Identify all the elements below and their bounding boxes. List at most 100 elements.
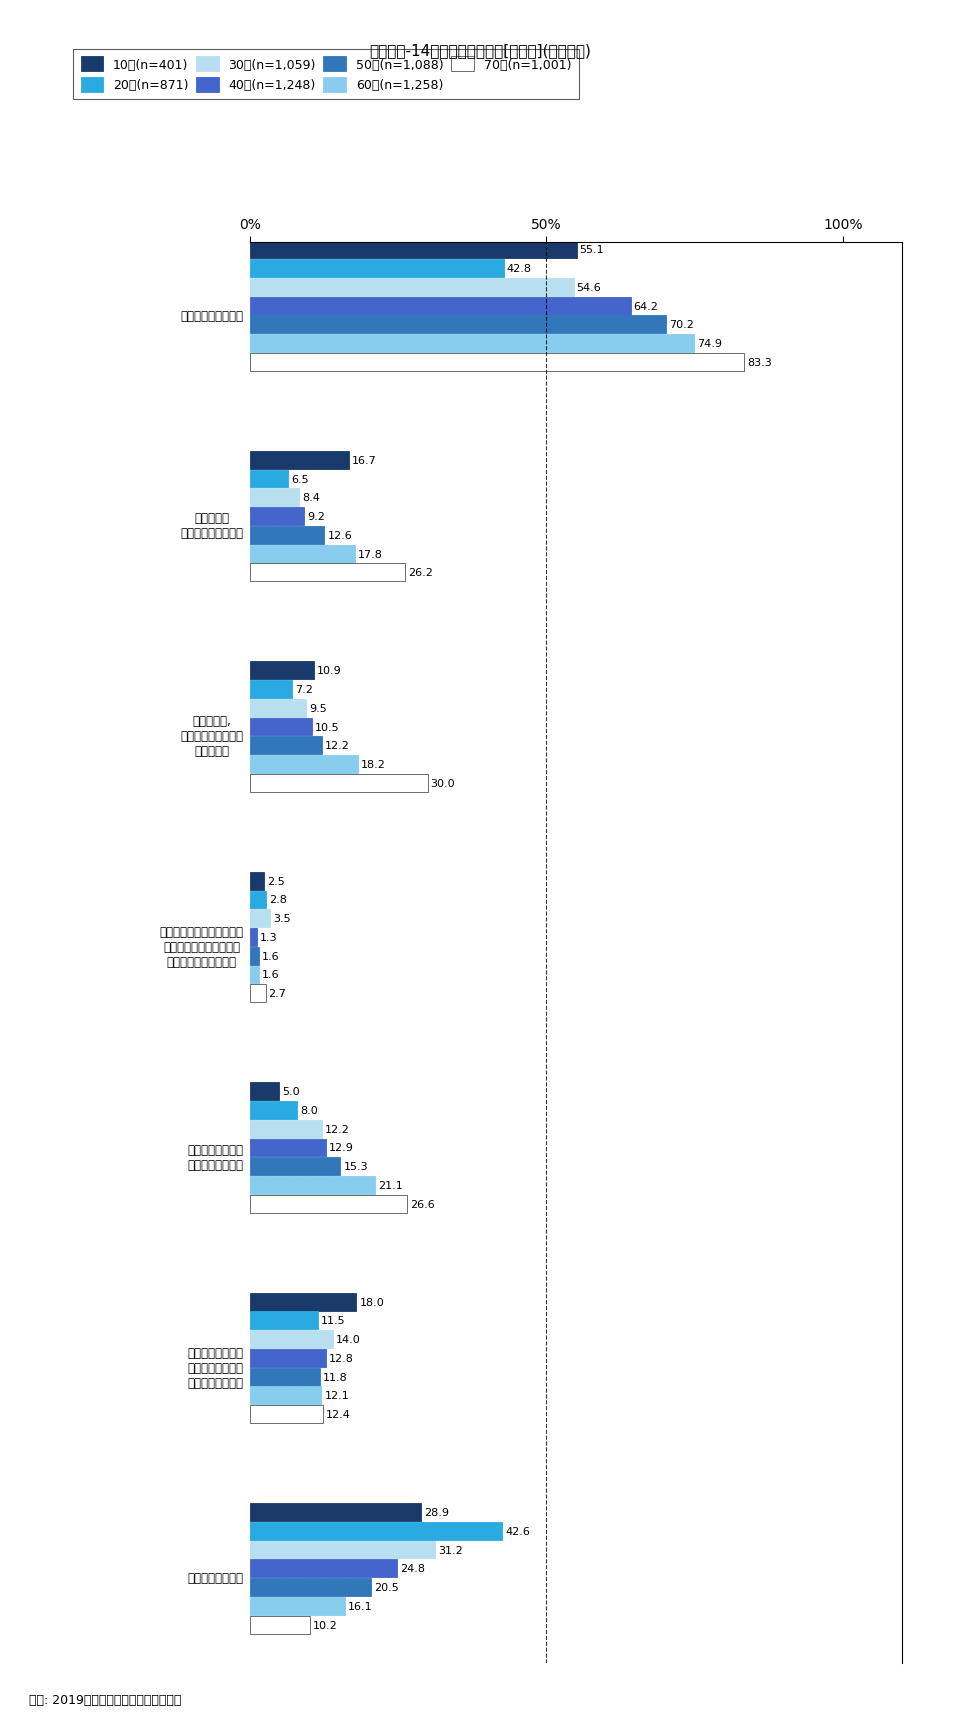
Bar — [250, 241, 577, 260]
Bar — [250, 452, 348, 469]
Text: 28.9: 28.9 — [424, 1507, 449, 1517]
Text: 12.6: 12.6 — [327, 530, 352, 540]
Text: 8.4: 8.4 — [302, 494, 321, 502]
Bar — [250, 700, 306, 717]
Text: 30.0: 30.0 — [431, 778, 455, 788]
Text: 12.8: 12.8 — [328, 1353, 353, 1363]
Text: 12.2: 12.2 — [325, 741, 349, 752]
Bar — [250, 1368, 320, 1386]
Text: 7.2: 7.2 — [296, 684, 313, 695]
Bar — [250, 317, 666, 334]
Text: 出所: 2019年一般向けモバイル動向調査: 出所: 2019年一般向けモバイル動向調査 — [29, 1692, 181, 1706]
Bar — [250, 334, 694, 353]
Text: 70.2: 70.2 — [669, 320, 694, 331]
Text: 12.4: 12.4 — [326, 1410, 351, 1419]
Text: 16.7: 16.7 — [351, 456, 376, 466]
Bar — [250, 736, 322, 755]
Bar — [250, 890, 266, 909]
Bar — [250, 1541, 435, 1559]
Bar — [250, 1597, 346, 1614]
Text: 9.5: 9.5 — [309, 703, 326, 714]
Text: 避難所を知っている: 避難所を知っている — [180, 310, 244, 322]
Bar — [250, 1503, 421, 1521]
Bar — [250, 1616, 310, 1633]
Bar — [250, 1387, 322, 1405]
Text: 42.8: 42.8 — [507, 263, 532, 274]
Text: 2.7: 2.7 — [269, 989, 286, 999]
Bar — [250, 1140, 326, 1157]
Bar — [250, 755, 358, 774]
Text: 避難訓練に
参加したことがある: 避難訓練に 参加したことがある — [180, 513, 244, 540]
Bar — [250, 353, 744, 372]
Bar — [250, 1294, 356, 1311]
Bar — [250, 1349, 325, 1367]
Bar — [250, 1522, 502, 1540]
Text: 15.3: 15.3 — [344, 1162, 368, 1171]
Bar — [250, 471, 288, 488]
Text: 83.3: 83.3 — [747, 359, 772, 367]
Bar — [250, 1102, 297, 1119]
Text: 74.9: 74.9 — [697, 339, 722, 348]
Text: 64.2: 64.2 — [634, 301, 659, 312]
Text: 2.8: 2.8 — [269, 895, 287, 904]
Text: ［資料６-14］避難行動の認識[年代別](複数回答): ［資料６-14］避難行動の認識[年代別](複数回答) — [369, 43, 591, 59]
Bar — [250, 546, 355, 563]
Bar — [250, 966, 259, 984]
Bar — [250, 260, 504, 277]
Bar — [250, 1311, 318, 1330]
Text: 18.2: 18.2 — [361, 760, 386, 769]
Text: 16.1: 16.1 — [348, 1600, 372, 1611]
Bar — [250, 774, 427, 792]
Text: 11.5: 11.5 — [321, 1316, 346, 1325]
Text: 21.1: 21.1 — [378, 1179, 402, 1190]
Text: 5.0: 5.0 — [282, 1086, 300, 1096]
Text: 1.6: 1.6 — [262, 951, 279, 961]
Text: ハザードマップを
紙で所持している: ハザードマップを 紙で所持している — [187, 1143, 244, 1171]
Text: 10.2: 10.2 — [313, 1619, 338, 1630]
Bar — [250, 928, 257, 946]
Text: 55.1: 55.1 — [580, 246, 604, 255]
Text: 11.8: 11.8 — [323, 1372, 348, 1382]
Text: 26.6: 26.6 — [411, 1199, 435, 1209]
Text: 17.8: 17.8 — [358, 549, 383, 559]
Bar — [250, 527, 324, 544]
Text: 6.5: 6.5 — [291, 475, 309, 485]
Text: 10.5: 10.5 — [315, 722, 340, 733]
Bar — [250, 1405, 324, 1424]
Text: 1.6: 1.6 — [262, 970, 279, 980]
Text: 避難する際,
どこを通っていくか
知っている: 避難する際, どこを通っていくか 知っている — [180, 715, 244, 759]
Text: 54.6: 54.6 — [577, 282, 601, 293]
Text: ハザードマップをスマホ・
タブレット・ケータイに
ダウンロードしてある: ハザードマップをスマホ・ タブレット・ケータイに ダウンロードしてある — [159, 925, 244, 968]
Text: 8.0: 8.0 — [300, 1105, 318, 1115]
Bar — [250, 1082, 279, 1100]
Bar — [250, 681, 293, 698]
Text: 18.0: 18.0 — [359, 1297, 384, 1308]
Text: 1.3: 1.3 — [260, 932, 277, 942]
Bar — [250, 1195, 407, 1212]
Text: 3.5: 3.5 — [274, 914, 291, 923]
Text: 10.9: 10.9 — [317, 665, 342, 675]
Bar — [250, 909, 271, 928]
Text: 12.1: 12.1 — [324, 1391, 349, 1401]
Bar — [250, 565, 405, 582]
Bar — [250, 662, 314, 679]
Bar — [250, 507, 304, 527]
Bar — [250, 1121, 322, 1138]
Bar — [250, 1330, 333, 1347]
Bar — [250, 488, 300, 507]
Bar — [250, 279, 574, 296]
Text: 26.2: 26.2 — [408, 568, 433, 578]
Text: 24.8: 24.8 — [399, 1564, 424, 1573]
Text: どれも該当しない: どれも該当しない — [187, 1571, 244, 1585]
Text: 42.6: 42.6 — [505, 1526, 530, 1536]
Bar — [250, 719, 312, 736]
Text: ハザードマップを
所持していないが
存在は知っている: ハザードマップを 所持していないが 存在は知っている — [187, 1346, 244, 1389]
Bar — [250, 873, 264, 890]
Text: 14.0: 14.0 — [336, 1334, 360, 1344]
Bar — [250, 1176, 374, 1193]
Bar — [250, 947, 259, 965]
Legend: 10代(n=401), 20代(n=871), 30代(n=1,059), 40代(n=1,248), 50代(n=1,088), 60代(n=1,258), : 10代(n=401), 20代(n=871), 30代(n=1,059), 40… — [73, 50, 579, 100]
Text: 9.2: 9.2 — [307, 511, 325, 521]
Bar — [250, 1559, 396, 1578]
Text: 20.5: 20.5 — [374, 1581, 399, 1592]
